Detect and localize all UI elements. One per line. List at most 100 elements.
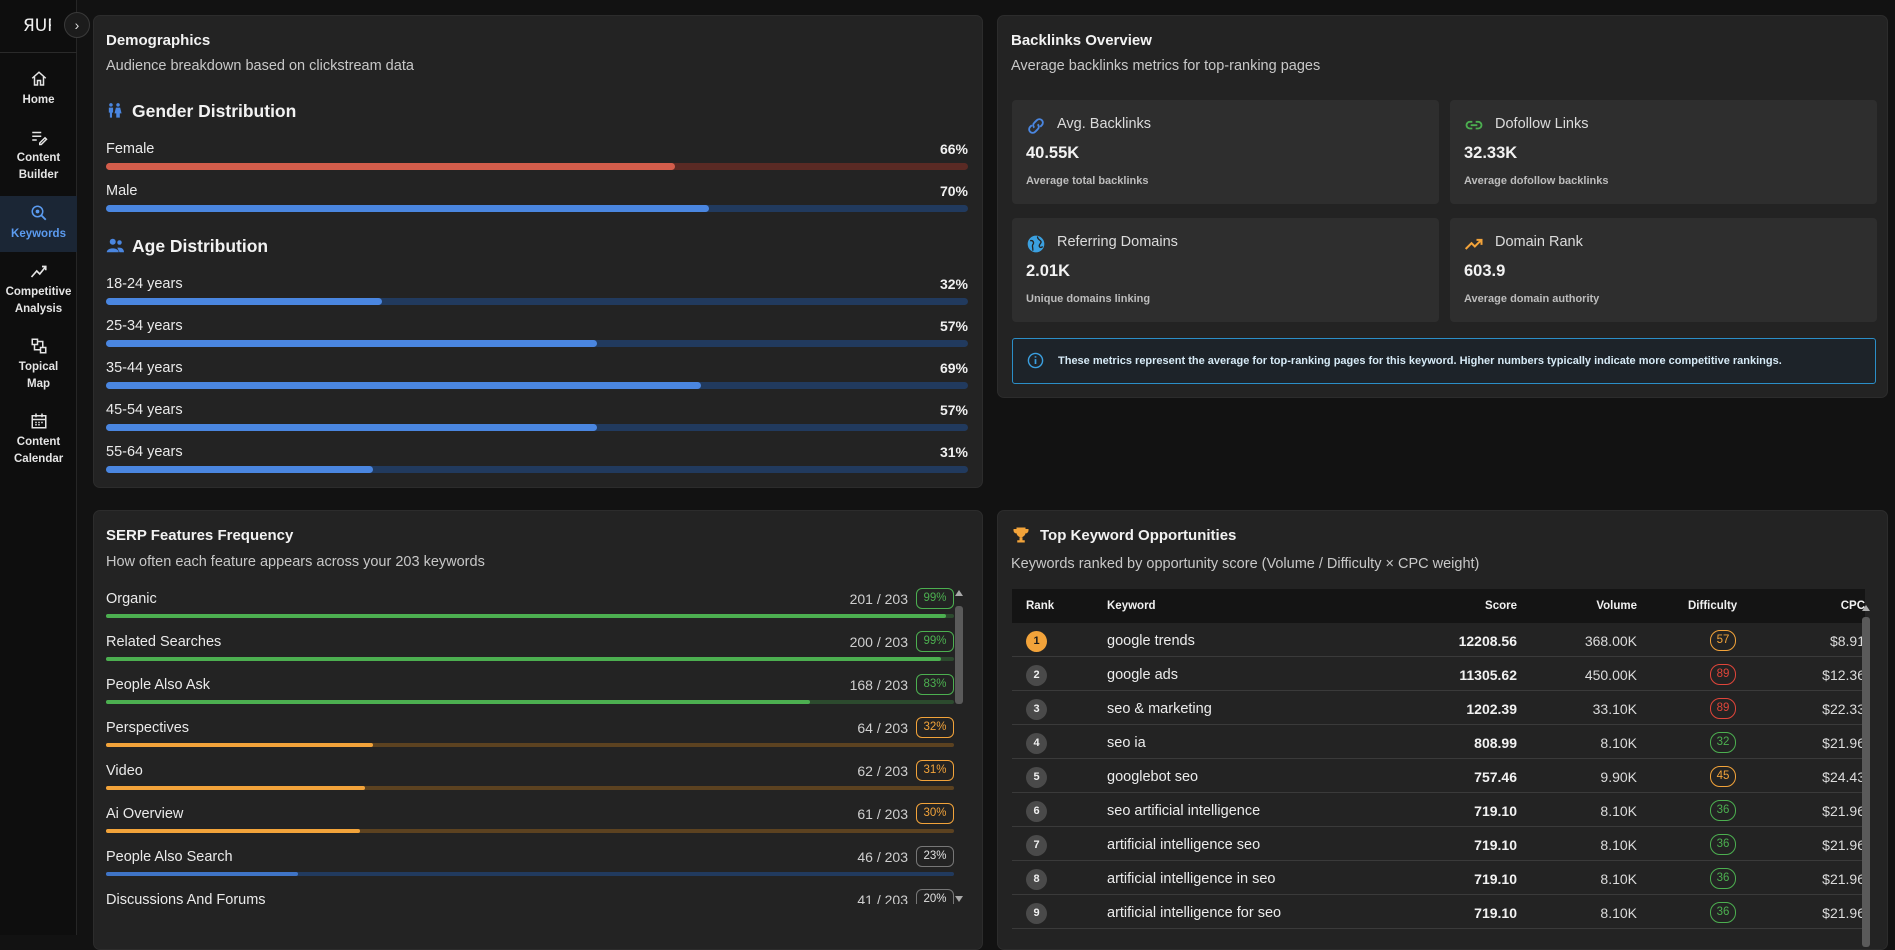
scroll-thumb[interactable] <box>955 606 963 704</box>
keyword-table-row[interactable]: 8 artificial intelligence in seo 719.10 8.1… <box>1012 861 1865 895</box>
scroll-thumb[interactable] <box>1862 617 1870 947</box>
keyword-difficulty-badge: 89 <box>1710 698 1736 719</box>
serp-feature-count: 41 / 203 <box>857 892 908 904</box>
serp-feature-label: Discussions And Forums <box>106 892 266 904</box>
nav-topical-map[interactable]: Topical Map <box>0 337 77 397</box>
metric-value: 2.01K <box>1026 262 1071 280</box>
serp-feature-count: 61 / 203 <box>857 806 908 822</box>
serp-scrollbar[interactable] <box>954 590 964 902</box>
scroll-up-icon[interactable] <box>1862 605 1870 611</box>
keyword-volume: 9.90K <box>1600 769 1637 785</box>
col-difficulty[interactable]: Difficulty <box>1688 600 1738 612</box>
nav-competitive-analysis[interactable]: Competitive Analysis <box>0 262 77 322</box>
keyword-name: seo artificial intelligence <box>1107 803 1261 819</box>
metric-label: Avg. Backlinks <box>1057 116 1152 132</box>
col-cpc[interactable]: CPC <box>1840 600 1865 612</box>
keyword-name: artificial intelligence seo <box>1107 837 1261 853</box>
nav-keywords[interactable]: Keywords <box>0 196 77 252</box>
metric-avg-backlinks: Avg. Backlinks 40.55K Average total back… <box>1012 100 1439 204</box>
keyword-cpc: $21.96 <box>1822 837 1865 853</box>
serp-feature-track <box>106 657 954 661</box>
keyword-name: seo ia <box>1107 735 1146 751</box>
keyword-rank-badge: 5 <box>1026 767 1047 788</box>
trophy-icon <box>1013 527 1029 543</box>
keyword-score: 719.10 <box>1474 871 1517 887</box>
col-score[interactable]: Score <box>1485 600 1517 612</box>
age-value: 69% <box>939 360 968 376</box>
keywords-table-body[interactable]: 1 google trends 12208.56 368.00K 57 $8.91 2 goo… <box>997 623 1888 935</box>
keyword-table-row[interactable]: 9 artificial intelligence for seo 719.10 8.… <box>1012 895 1865 929</box>
keyword-volume: 8.10K <box>1600 837 1637 853</box>
serp-features-list[interactable]: Organic 201 / 203 99% Related Searches 200 /… <box>93 584 983 904</box>
serp-feature-label: Video <box>106 763 143 779</box>
nav-topical-map-label: Topical Map <box>18 361 59 390</box>
age-label: 25-34 years <box>106 318 183 334</box>
keyword-difficulty-badge: 89 <box>1710 664 1736 685</box>
keyword-table-row[interactable]: 1 google trends 12208.56 368.00K 57 $8.91 <box>1012 623 1865 657</box>
gender-value: 66% <box>939 141 968 157</box>
age-fill <box>106 298 382 305</box>
serp-feature-fill <box>106 829 361 833</box>
app-logo[interactable]: ЯUR <box>23 14 59 36</box>
gender-track <box>106 205 968 212</box>
serp-feature-label: Ai Overview <box>106 806 184 822</box>
keyword-cpc: $22.33 <box>1822 701 1865 717</box>
keyword-opportunities-card <box>997 510 1888 950</box>
sidebar-collapse-button[interactable]: › <box>64 12 90 38</box>
gender-fill <box>106 205 710 212</box>
serp-feature-count: 201 / 203 <box>849 591 908 607</box>
serp-feature-percent-badge: 20% <box>916 889 954 904</box>
nav-content-calendar[interactable]: Content Calendar <box>0 412 77 472</box>
trend-icon <box>30 265 47 278</box>
serp-feature-label: People Also Ask <box>106 677 210 693</box>
metric-dofollow-links: Dofollow Links 32.33K Average dofollow b… <box>1450 100 1877 204</box>
col-rank[interactable]: Rank <box>1026 600 1055 612</box>
age-fill <box>106 340 598 347</box>
age-track <box>106 382 968 389</box>
keywords-scrollbar[interactable] <box>1861 605 1871 947</box>
keyword-rank-badge: 2 <box>1026 665 1047 686</box>
nav-home[interactable]: Home <box>0 70 77 115</box>
serp-feature-percent-badge: 83% <box>916 674 954 695</box>
keyword-name: artificial intelligence for seo <box>1107 905 1282 921</box>
serp-feature-fill <box>106 700 810 704</box>
keyword-score: 719.10 <box>1474 905 1517 921</box>
nav-home-label: Home <box>22 94 55 106</box>
metric-description: Average dofollow backlinks <box>1464 175 1609 187</box>
keyword-table-row[interactable]: 7 artificial intelligence seo 719.10 8.10K 3… <box>1012 827 1865 861</box>
gender-distribution-heading: Gender Distribution <box>132 101 297 121</box>
svg-text:ЯUR: ЯUR <box>23 16 51 36</box>
col-keyword[interactable]: Keyword <box>1107 600 1156 612</box>
metric-label: Referring Domains <box>1057 234 1178 250</box>
scroll-up-icon[interactable] <box>955 590 963 596</box>
keyword-cpc: $21.96 <box>1822 803 1865 819</box>
backlinks-info-box: These metrics represent the average for … <box>1012 338 1876 384</box>
serp-feature-percent-badge: 99% <box>916 588 954 609</box>
keywords-table-header: Rank Keyword Score Volume Difficulty CPC <box>1012 589 1865 623</box>
backlinks-info-text: These metrics represent the average for … <box>1058 355 1782 367</box>
keyword-score: 12208.56 <box>1458 633 1517 649</box>
serp-feature-label: People Also Search <box>106 849 233 865</box>
age-fill <box>106 466 374 473</box>
serp-feature-label: Perspectives <box>106 720 190 736</box>
keyword-difficulty-badge: 36 <box>1710 868 1736 889</box>
demographics-subtitle: Audience breakdown based on clickstream … <box>106 58 414 74</box>
scroll-down-icon[interactable] <box>955 896 963 902</box>
keyword-cpc: $8.91 <box>1829 633 1865 649</box>
age-track <box>106 298 968 305</box>
age-track <box>106 424 968 431</box>
serp-features-card <box>93 510 983 950</box>
keyword-name: googlebot seo <box>1107 769 1199 785</box>
chevron-right-icon: › <box>74 17 80 33</box>
keyword-table-row[interactable]: 5 googlebot seo 757.46 9.90K 45 $24.43 <box>1012 759 1865 793</box>
keyword-table-row[interactable]: 3 seo & marketing 1202.39 33.10K 89 $22.33 <box>1012 691 1865 725</box>
info-icon <box>1027 352 1044 369</box>
keyword-table-row[interactable]: 6 seo artificial intelligence 719.10 8.10K 3… <box>1012 793 1865 827</box>
serp-feature-fill <box>106 872 298 876</box>
keyword-table-row[interactable]: 4 seo ia 808.99 8.10K 32 $21.96 <box>1012 725 1865 759</box>
nav-content-builder[interactable]: Content Builder <box>0 128 77 188</box>
serp-feature-count: 168 / 203 <box>849 677 908 693</box>
nav-content-builder-label: Content Builder <box>16 152 61 181</box>
col-volume[interactable]: Volume <box>1596 600 1637 612</box>
keyword-table-row[interactable]: 2 google ads 11305.62 450.00K 89 $12.36 <box>1012 657 1865 691</box>
